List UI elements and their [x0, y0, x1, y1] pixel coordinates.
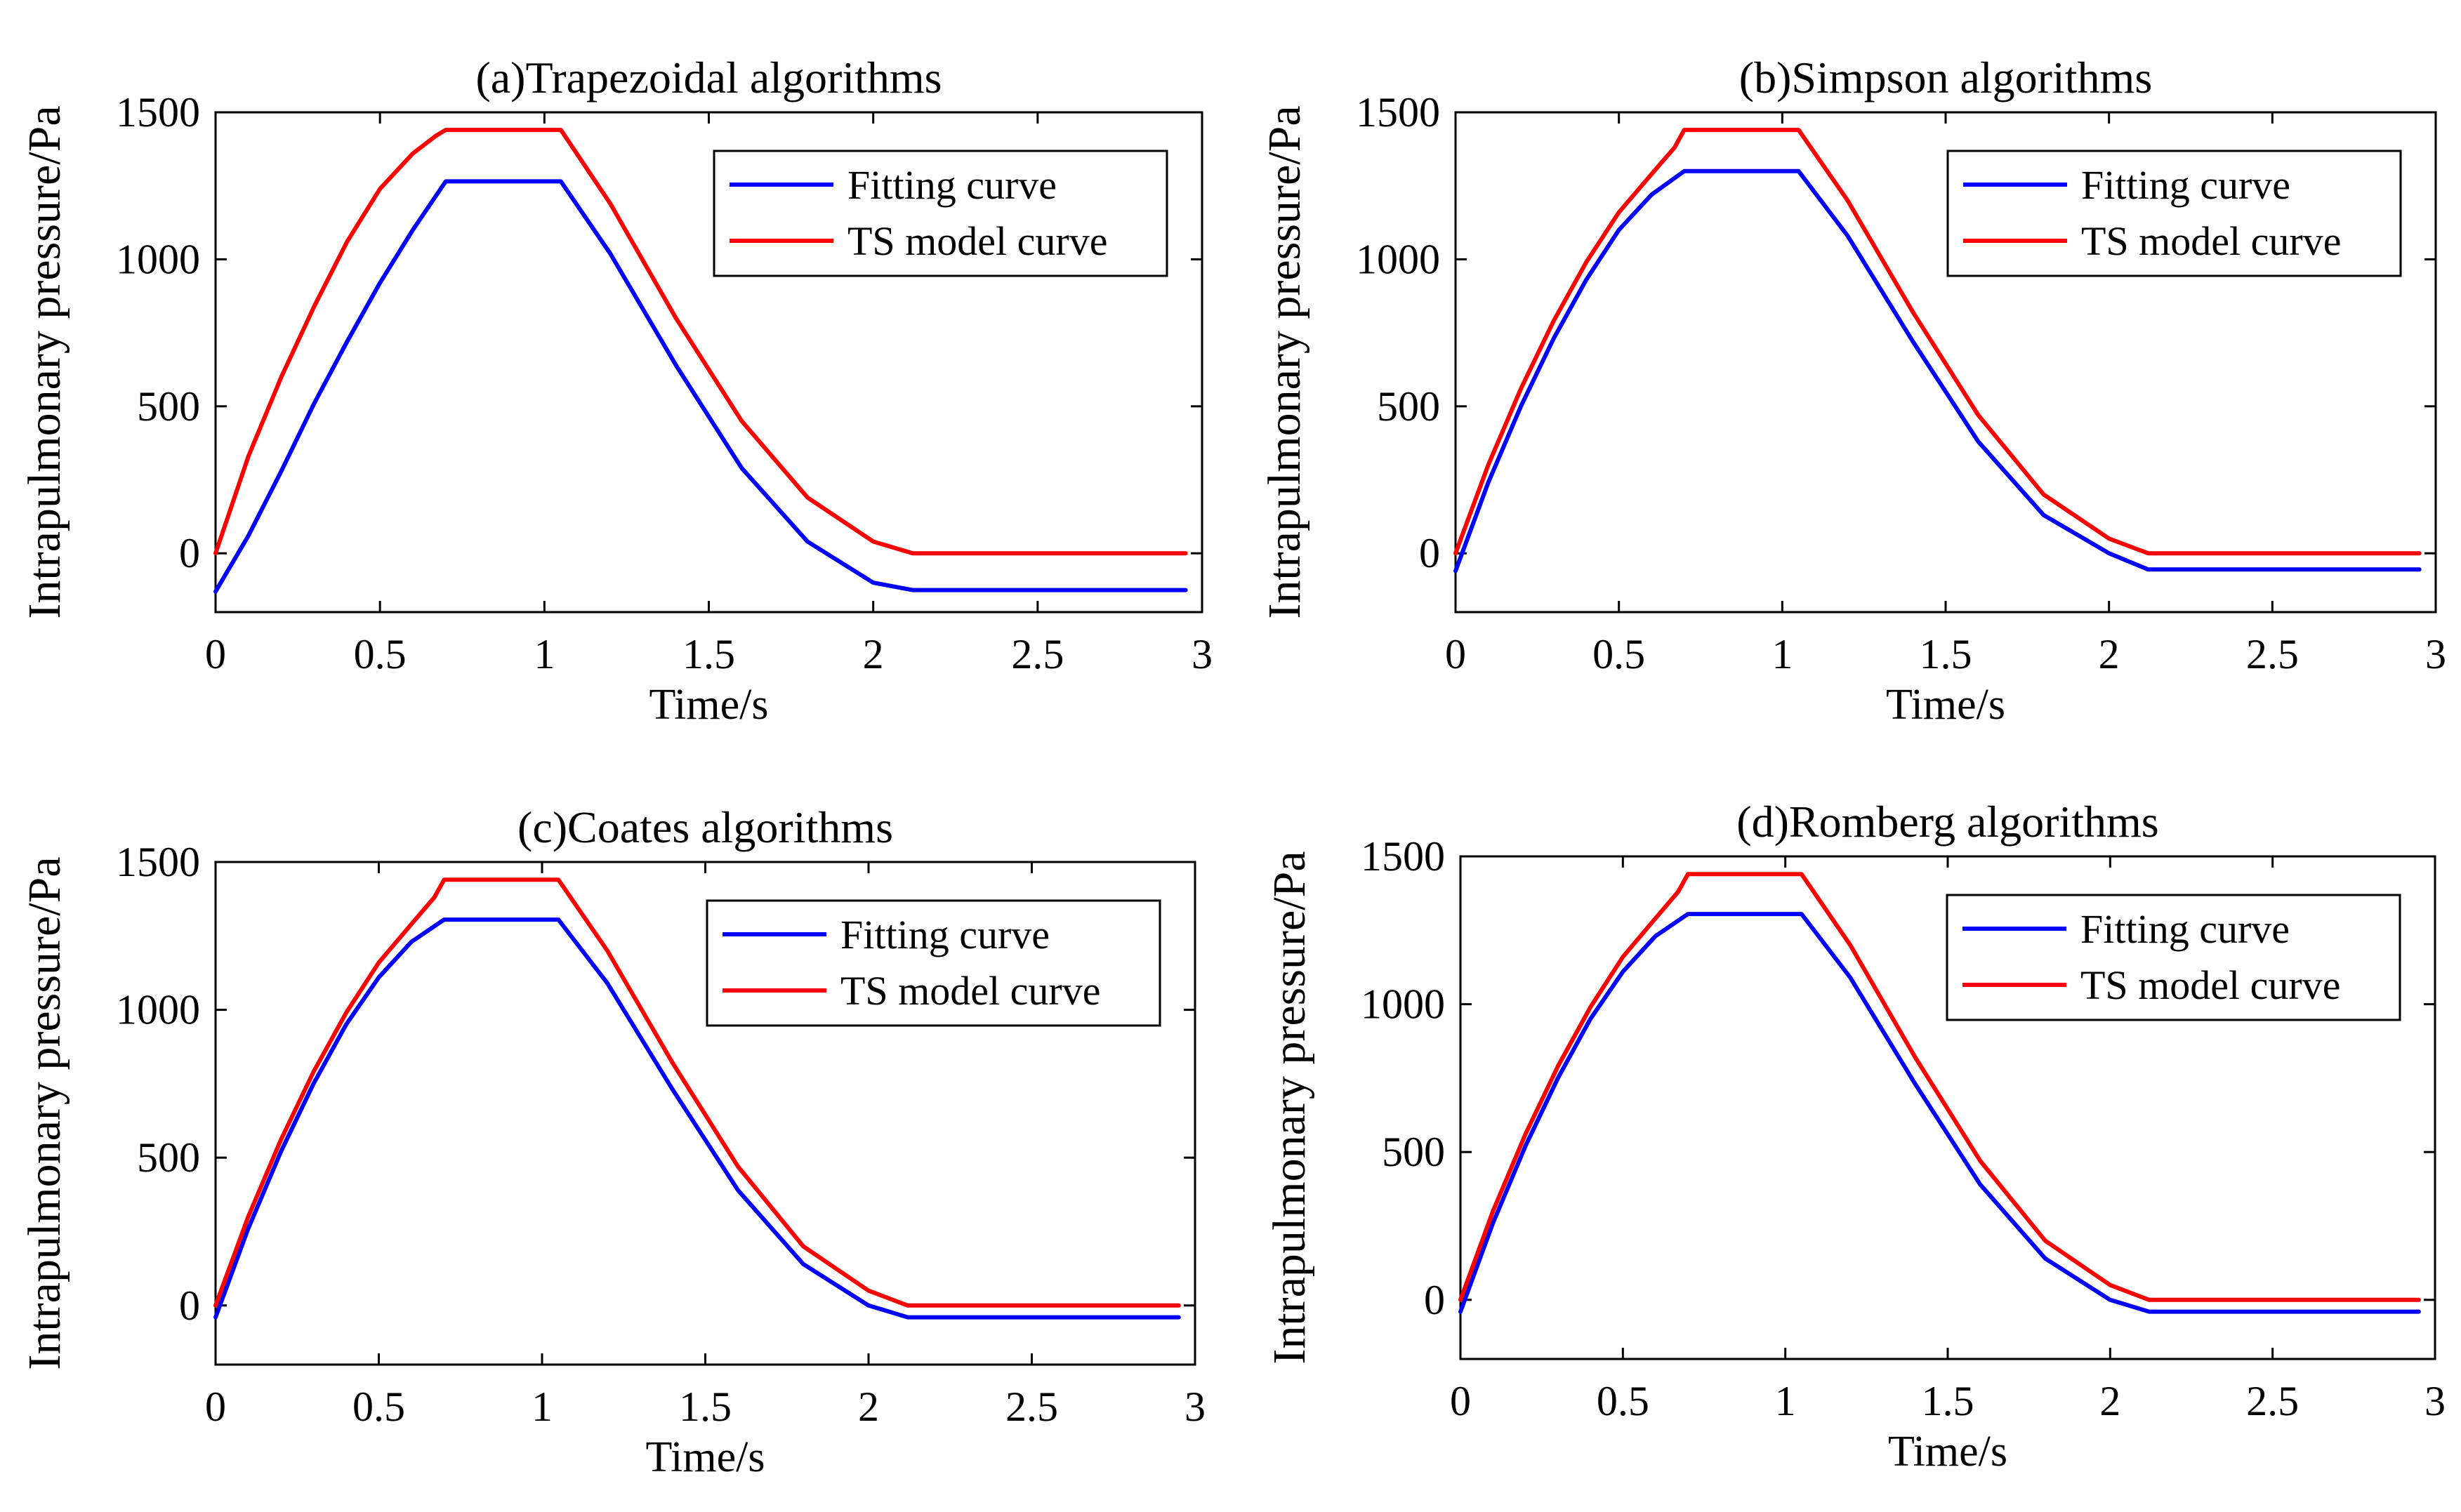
x-tick-label: 1.5 [682, 631, 735, 677]
legend-box [706, 899, 1161, 1027]
chart-title: (a)Trapezoidal algorithms [475, 53, 942, 102]
legend-entry: Fitting curve [840, 912, 1050, 957]
x-tick-label: 0.5 [352, 1384, 405, 1430]
series-line-fitting [1458, 912, 2421, 1314]
x-tick-label: 0 [205, 1384, 226, 1430]
legend-entry: TS model curve [847, 218, 1107, 264]
x-tick-label: 2 [2099, 631, 2120, 677]
y-tick-label: 1000 [1356, 236, 1440, 282]
y-tick-label: 500 [137, 383, 200, 430]
series-line-ts-model [213, 128, 1188, 556]
series-line-ts-model [1458, 872, 2421, 1302]
x-tick-label: 2 [858, 1384, 879, 1430]
panel-1: 0 0.5 1 1.5 2 2.5 3 0 500 1000 1500 (a)Trapezoidal … [19, 53, 1213, 729]
y-tick-label: 0 [179, 530, 200, 576]
x-tick-label: 1 [1775, 1378, 1796, 1424]
x-tick-label: 0.5 [1592, 631, 1645, 677]
y-axis-label: Intrapulmonary pressure/Pa [19, 105, 70, 618]
legend-box [713, 150, 1168, 277]
x-tick-label: 1 [532, 1384, 553, 1430]
y-axis-label: Intrapulmonary pressure/Pa [19, 856, 70, 1370]
panel-3: 0 0.5 1 1.5 2 2.5 3 0 500 1000 1500 (c)Coates algor… [19, 802, 1206, 1481]
y-tick-label: 500 [137, 1134, 200, 1181]
x-axis-label: Time/s [645, 1433, 765, 1481]
chart-title: (c)Coates algorithms [517, 802, 893, 852]
x-tick-label: 0 [205, 631, 226, 677]
y-tick-label: 0 [179, 1282, 200, 1329]
x-tick-label: 1.5 [1922, 1378, 1974, 1424]
x-tick-label: 3 [1192, 631, 1213, 677]
legend-entry: Fitting curve [2080, 906, 2290, 952]
chart-title: (b)Simpson algorithms [1739, 53, 2152, 102]
y-axis-label: Intrapulmonary pressure/Pa [1264, 851, 1315, 1364]
x-tick-label: 2.5 [2246, 631, 2299, 677]
legend-entry: Fitting curve [847, 162, 1057, 208]
x-tick-label: 2 [2099, 1378, 2120, 1424]
x-tick-label: 1.5 [1920, 631, 1972, 677]
chart-title: (d)Romberg algorithms [1736, 797, 2158, 847]
legend: Fitting curve TS model curve [1946, 150, 2402, 277]
x-tick-label: 0.5 [354, 631, 407, 677]
x-tick-label: 0.5 [1597, 1378, 1649, 1424]
y-tick-label: 1500 [1356, 89, 1440, 135]
panel-4: 0 0.5 1 1.5 2 2.5 3 0 500 1000 1500 (d)Romberg algo… [1264, 797, 2446, 1475]
x-tick-label: 3 [2425, 631, 2446, 677]
series-line-ts-model [1453, 128, 2422, 556]
x-axis-label: Time/s [1888, 1428, 2007, 1475]
panel-2: 0 0.5 1 1.5 2 2.5 3 0 500 1000 1500 (b)Simpson algo… [1259, 53, 2446, 729]
y-tick-label: 1000 [116, 236, 200, 282]
y-tick-label: 500 [1377, 383, 1440, 430]
x-tick-label: 0 [1450, 1378, 1471, 1424]
y-tick-label: 1000 [1361, 981, 1445, 1028]
series-line-ts-model [213, 877, 1181, 1308]
series-line-fitting [1453, 168, 2422, 573]
y-tick-label: 500 [1382, 1129, 1445, 1175]
x-tick-label: 3 [2424, 1378, 2446, 1424]
legend-entry: TS model curve [840, 968, 1100, 1014]
x-tick-label: 2 [863, 631, 884, 677]
legend-box [1946, 150, 2402, 277]
legend: Fitting curve TS model curve [706, 899, 1161, 1027]
x-tick-label: 2.5 [2246, 1378, 2299, 1424]
y-tick-label: 1500 [1361, 833, 1445, 880]
legend-box [1946, 894, 2401, 1021]
y-tick-label: 0 [1419, 530, 1440, 576]
x-tick-label: 3 [1185, 1384, 1206, 1430]
y-axis-label: Intrapulmonary pressure/Pa [1259, 105, 1310, 618]
y-tick-label: 1500 [116, 89, 200, 135]
x-tick-label: 0 [1445, 631, 1466, 677]
x-tick-label: 1 [534, 631, 555, 677]
y-tick-label: 1500 [116, 839, 200, 885]
x-tick-label: 1 [1771, 631, 1793, 677]
legend: Fitting curve TS model curve [1946, 894, 2401, 1021]
x-tick-label: 2.5 [1011, 631, 1064, 677]
x-tick-label: 2.5 [1005, 1384, 1058, 1430]
y-tick-label: 0 [1424, 1277, 1445, 1323]
x-tick-label: 1.5 [679, 1384, 732, 1430]
legend: Fitting curve TS model curve [713, 150, 1168, 277]
legend-entry: Fitting curve [2081, 162, 2290, 208]
x-axis-label: Time/s [649, 681, 768, 729]
series-line-fitting [213, 179, 1188, 594]
x-axis-label: Time/s [1886, 681, 2005, 729]
y-tick-label: 1000 [116, 987, 200, 1033]
series-line-fitting [213, 917, 1181, 1320]
legend-entry: TS model curve [2081, 218, 2341, 264]
legend-entry: TS model curve [2080, 962, 2340, 1008]
